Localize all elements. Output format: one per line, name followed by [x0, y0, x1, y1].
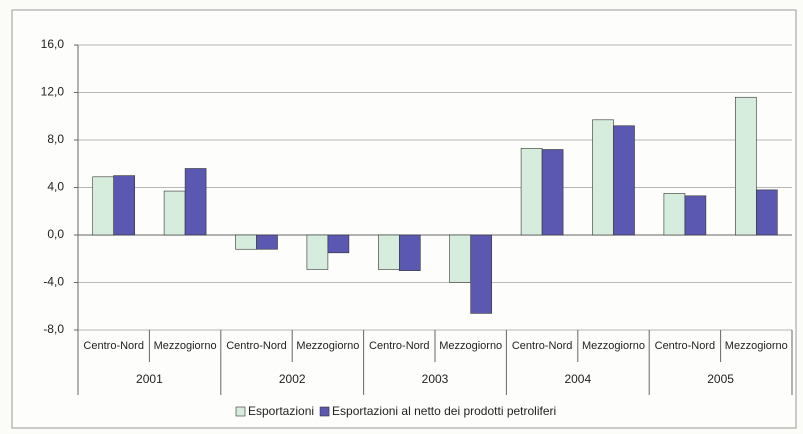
x-tick-label: Mezzogiorno — [582, 340, 645, 352]
legend-swatch — [319, 406, 330, 417]
bar — [592, 119, 614, 236]
bar — [113, 175, 135, 236]
bar — [377, 234, 400, 270]
bar — [541, 149, 564, 236]
x-tick-label: Mezzogiorno — [154, 340, 217, 352]
group-label: 2001 — [136, 372, 163, 386]
legend-swatch — [235, 406, 246, 417]
bar — [235, 234, 257, 250]
x-tick-label: Mezzogiorno — [439, 340, 502, 352]
bar — [755, 189, 778, 236]
bar — [613, 125, 635, 236]
bar — [306, 234, 329, 270]
bar — [92, 176, 114, 236]
legend-label: Esportazioni al netto dei prodotti petro… — [332, 404, 556, 418]
bar — [163, 190, 186, 236]
group-label: 2002 — [279, 372, 306, 386]
bar — [684, 195, 707, 236]
y-tick-label: -4,0 — [43, 275, 64, 289]
x-tick-label: Centro-Nord — [83, 340, 144, 352]
bar — [449, 234, 472, 283]
bar — [256, 234, 278, 250]
y-tick-label: 12,0 — [41, 85, 65, 99]
x-tick-label: Centro-Nord — [369, 340, 430, 352]
bar — [663, 193, 686, 236]
bar — [470, 234, 493, 314]
legend-label: Esportazioni — [248, 404, 314, 418]
x-tick-label: Centro-Nord — [512, 340, 573, 352]
group-label: 2004 — [564, 372, 591, 386]
bar — [734, 96, 757, 236]
y-tick-label: 8,0 — [47, 132, 64, 146]
bar — [520, 148, 543, 236]
y-tick-label: 16,0 — [41, 37, 65, 51]
bar — [184, 168, 207, 236]
x-tick-label: Mezzogiorno — [296, 340, 359, 352]
x-tick-label: Mezzogiorno — [725, 340, 788, 352]
group-label: 2005 — [707, 372, 734, 386]
y-tick-label: -8,0 — [43, 322, 64, 336]
bar — [327, 234, 350, 254]
y-tick-label: 4,0 — [47, 180, 64, 194]
bar — [398, 234, 421, 271]
x-tick-label: Centro-Nord — [226, 340, 287, 352]
y-tick-label: 0,0 — [47, 227, 64, 241]
group-label: 2003 — [422, 372, 449, 386]
x-tick-label: Centro-Nord — [655, 340, 716, 352]
